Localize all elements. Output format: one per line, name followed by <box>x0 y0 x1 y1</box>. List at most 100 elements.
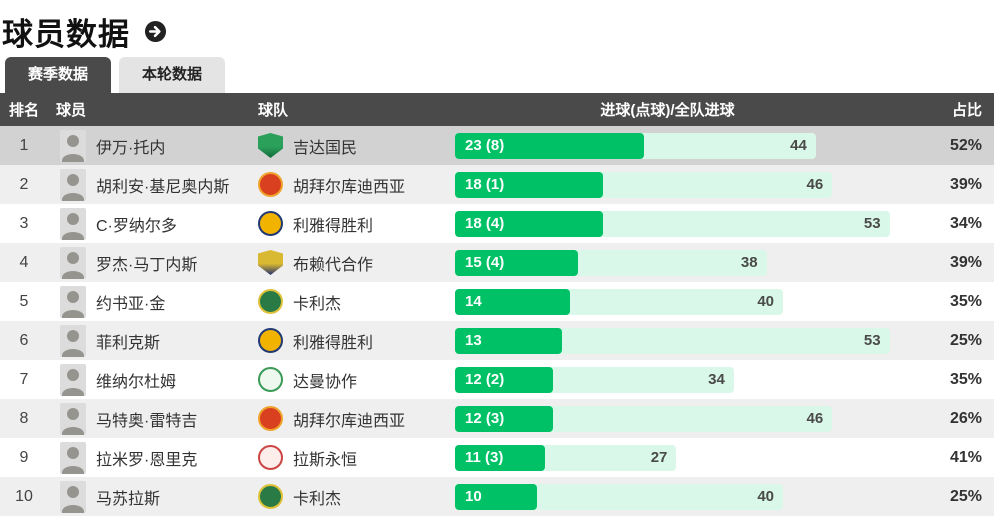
player-goals-label: 11 (3) <box>465 448 504 466</box>
tab-season-data[interactable]: 赛季数据 <box>5 57 112 93</box>
player-goals-bar: 18 (1) <box>455 171 603 198</box>
table-row[interactable]: 4 罗杰·马丁内斯 布赖代合作 38 15 (4) 39% <box>0 243 994 282</box>
team-total-goals: 38 <box>740 253 758 271</box>
team-total-goals: 46 <box>806 175 824 193</box>
player-goals-label: 10 <box>465 487 482 505</box>
avatar-body <box>62 426 84 435</box>
tab-round-data[interactable]: 本轮数据 <box>119 57 226 93</box>
team-name: 吉达国民 <box>293 139 358 157</box>
avatar-head <box>67 368 79 381</box>
player-avatar <box>60 168 86 201</box>
team-total-goals: 53 <box>863 331 881 349</box>
rank-cell: 10 <box>15 487 33 505</box>
share-percent: 34% <box>949 214 982 232</box>
team-name: 卡利杰 <box>293 295 342 313</box>
team-logo-icon <box>258 406 283 431</box>
player-goals-label: 15 (4) <box>465 253 505 271</box>
forward-arrow-icon[interactable] <box>144 20 167 48</box>
avatar-head <box>67 290 79 303</box>
team-total-goals: 53 <box>863 214 881 232</box>
player-name: 约书亚·金 <box>96 295 166 313</box>
player-avatar <box>60 246 86 279</box>
player-goals-bar: 15 (4) <box>455 249 578 276</box>
avatar-body <box>62 192 84 201</box>
table-row[interactable]: 2 胡利安·基尼奥内斯 胡拜尔库迪西亚 46 18 (1) 39% <box>0 165 994 204</box>
player-goals-label: 23 (8) <box>465 136 505 154</box>
player-avatar <box>60 363 86 396</box>
share-percent: 52% <box>949 136 982 154</box>
rank-cell: 1 <box>19 136 29 154</box>
share-percent: 35% <box>949 292 982 310</box>
avatar-head <box>67 407 79 420</box>
team-goals-bar: 38 15 (4) <box>455 249 767 276</box>
team-logo-icon <box>258 250 283 275</box>
team-goals-bar: 53 18 (4) <box>455 210 890 237</box>
player-name: 维纳尔杜姆 <box>96 373 177 391</box>
player-goals-label: 18 (4) <box>465 214 505 232</box>
avatar-body <box>62 270 84 279</box>
team-logo-icon <box>258 328 283 353</box>
player-goals-bar: 12 (2) <box>455 366 554 393</box>
team-name: 利雅得胜利 <box>293 217 374 235</box>
team-logo-icon <box>258 367 283 392</box>
team-name: 拉斯永恒 <box>293 451 358 469</box>
avatar-body <box>62 504 84 513</box>
share-percent: 25% <box>949 331 982 349</box>
rank-cell: 7 <box>19 370 29 388</box>
avatar-head <box>67 446 79 459</box>
team-logo-icon <box>258 172 283 197</box>
team-total-goals: 27 <box>650 448 668 466</box>
player-avatar <box>60 129 86 162</box>
avatar-body <box>62 231 84 240</box>
header-share: 占比 <box>951 102 982 119</box>
player-goals-bar: 18 (4) <box>455 210 603 237</box>
table-row[interactable]: 7 维纳尔杜姆 达曼协作 34 12 (2) 35% <box>0 360 994 399</box>
team-total-goals: 46 <box>806 409 824 427</box>
team-logo-icon <box>258 289 283 314</box>
table-header: 排名 球员 球队 进球(点球)/全队进球 占比 <box>0 93 994 126</box>
share-percent: 26% <box>949 409 982 427</box>
player-avatar <box>60 441 86 474</box>
team-goals-bar: 46 12 (3) <box>455 405 833 432</box>
team-name: 布赖代合作 <box>293 256 374 274</box>
player-goals-label: 18 (1) <box>465 175 505 193</box>
team-name: 利雅得胜利 <box>293 334 374 352</box>
share-percent: 41% <box>949 448 982 466</box>
tab-bar: 赛季数据 本轮数据 <box>0 56 994 93</box>
player-goals-bar: 12 (3) <box>455 405 554 432</box>
table-row[interactable]: 1 伊万·托内 吉达国民 44 23 (8) 52% <box>0 126 994 165</box>
team-goals-bar: 40 14 <box>455 288 783 315</box>
player-name: 拉米罗·恩里克 <box>96 451 198 469</box>
player-goals-label: 12 (2) <box>465 370 505 388</box>
avatar-head <box>67 329 79 342</box>
table-row[interactable]: 9 拉米罗·恩里克 拉斯永恒 27 11 (3) 41% <box>0 438 994 477</box>
header-goals: 进球(点球)/全队进球 <box>600 102 735 119</box>
table-row[interactable]: 3 C·罗纳尔多 利雅得胜利 53 18 (4) 34% <box>0 204 994 243</box>
team-name: 胡拜尔库迪西亚 <box>293 178 406 196</box>
table-row[interactable]: 10 马苏拉斯 卡利杰 40 10 25% <box>0 477 994 516</box>
team-goals-bar: 53 13 <box>455 327 890 354</box>
team-logo-icon <box>258 133 283 158</box>
player-goals-bar: 11 (3) <box>455 444 546 471</box>
team-goals-bar: 34 12 (2) <box>455 366 734 393</box>
player-goals-label: 12 (3) <box>465 409 505 427</box>
table-row[interactable]: 8 马特奥·雷特吉 胡拜尔库迪西亚 46 12 (3) 26% <box>0 399 994 438</box>
header-player: 球员 <box>56 102 87 119</box>
player-name: 马苏拉斯 <box>96 490 161 508</box>
share-percent: 39% <box>949 253 982 271</box>
avatar-body <box>62 153 84 162</box>
avatar-head <box>67 134 79 147</box>
rank-cell: 8 <box>19 409 29 427</box>
avatar-body <box>62 309 84 318</box>
table-row[interactable]: 6 菲利克斯 利雅得胜利 53 13 25% <box>0 321 994 360</box>
table-row[interactable]: 5 约书亚·金 卡利杰 40 14 35% <box>0 282 994 321</box>
rank-cell: 5 <box>19 292 29 310</box>
player-goals-label: 14 <box>465 292 482 310</box>
avatar-head <box>67 212 79 225</box>
rank-cell: 6 <box>19 331 29 349</box>
page-title: 球员数据 <box>2 16 130 52</box>
page-header: 球员数据 <box>0 0 994 56</box>
player-name: 马特奥·雷特吉 <box>96 412 198 430</box>
player-avatar <box>60 207 86 240</box>
player-goals-bar: 14 <box>455 288 570 315</box>
